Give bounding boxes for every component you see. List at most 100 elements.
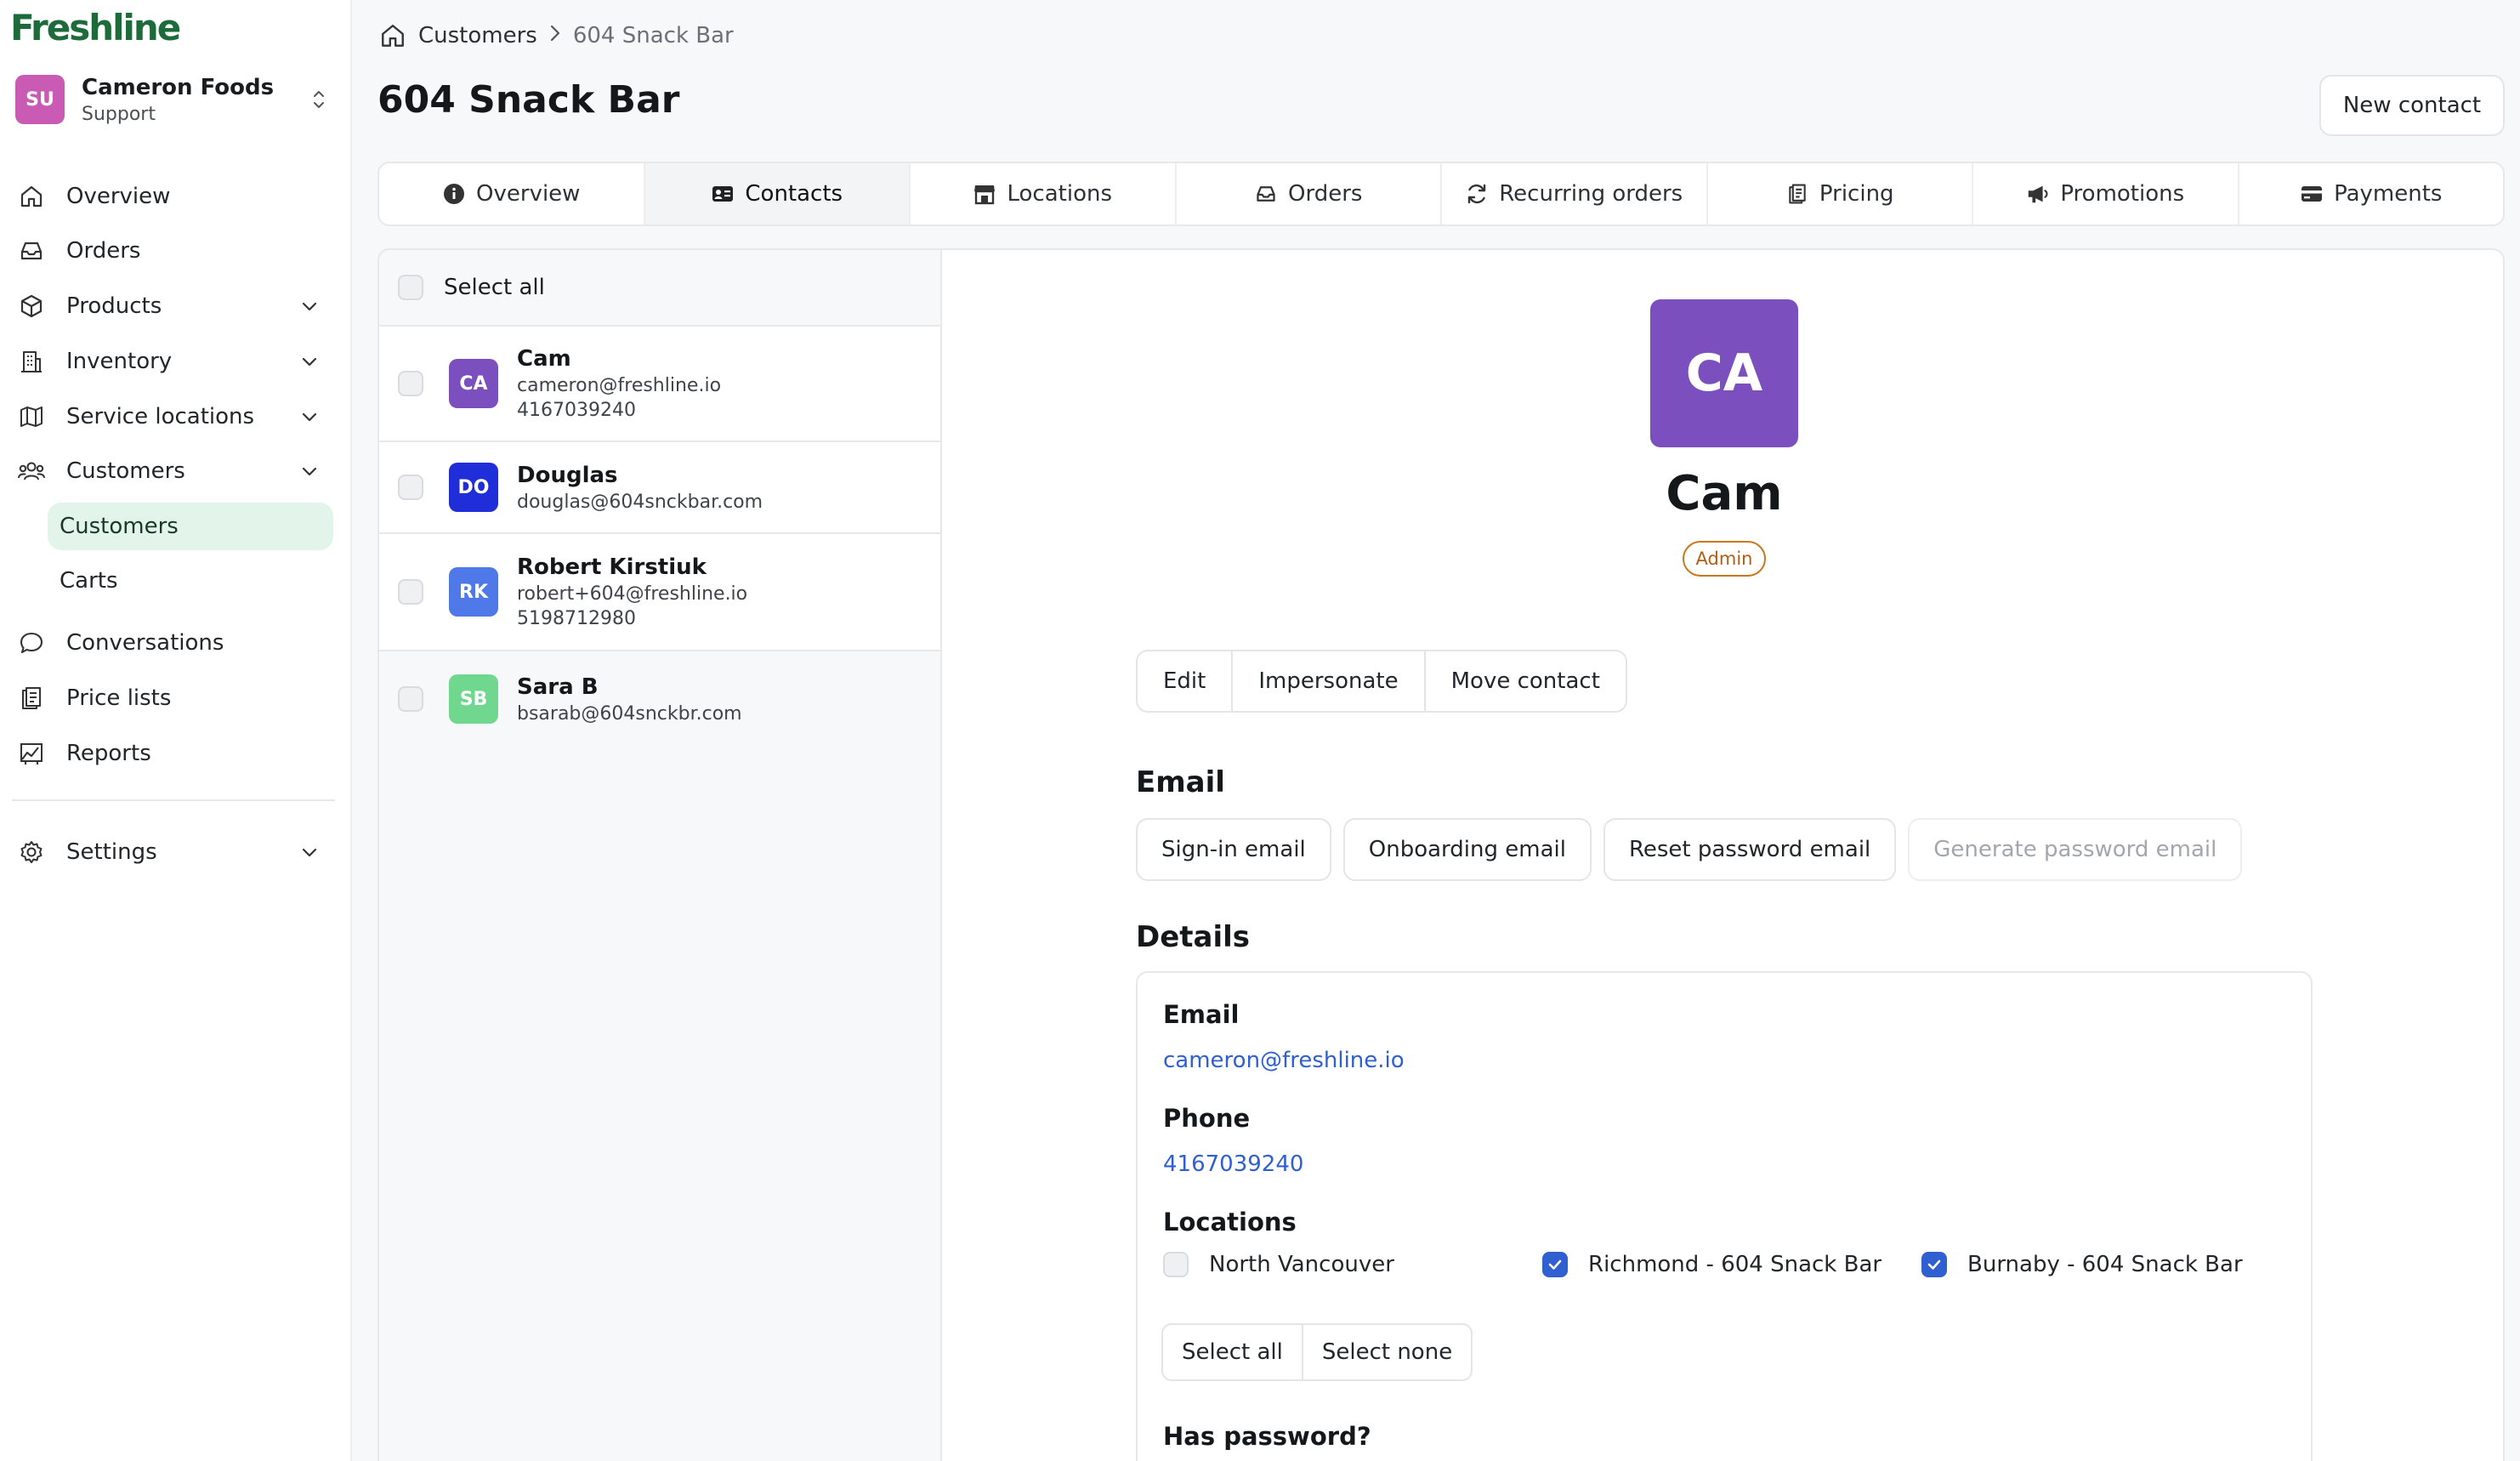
- megaphone-icon: [2026, 182, 2050, 206]
- tab-payments[interactable]: Payments: [2239, 163, 2504, 225]
- tab-promotions-label: Promotions: [2060, 181, 2185, 207]
- sidebar: Freshline SU Cameron Foods Support Overv…: [0, 0, 352, 1461]
- id-card-icon: [711, 182, 735, 206]
- contact-name: Cam: [517, 346, 571, 372]
- page-title: 604 Snack Bar: [377, 78, 680, 122]
- refresh-icon: [1465, 182, 1489, 206]
- nav-customers-label: Customers: [66, 458, 185, 484]
- nav-orders[interactable]: Orders: [12, 226, 335, 276]
- location-checkbox[interactable]: [1921, 1252, 1947, 1277]
- tab-orders[interactable]: Orders: [1177, 163, 1442, 225]
- move-contact-button[interactable]: Move contact: [1450, 668, 1600, 694]
- info-icon: [442, 182, 466, 206]
- nav-settings[interactable]: Settings: [12, 827, 335, 877]
- details-section-heading: Details: [1136, 920, 1251, 954]
- nav-customers[interactable]: Customers: [12, 446, 335, 496]
- sidebar-divider: [12, 799, 335, 801]
- select-all-label: Select all: [444, 275, 545, 300]
- contact-phone: 4167039240: [517, 400, 636, 421]
- contact-checkbox[interactable]: [398, 475, 423, 500]
- tab-locations-label: Locations: [1007, 181, 1112, 207]
- contact-row[interactable]: SB Sara B bsarab@604snckbr.com: [379, 651, 940, 747]
- nav-price-lists[interactable]: Price lists: [12, 674, 335, 723]
- select-all-row[interactable]: Select all: [379, 250, 940, 327]
- contact-email: cameron@freshline.io: [517, 375, 722, 396]
- nav-overview[interactable]: Overview: [12, 172, 335, 221]
- contact-name: Douglas: [517, 462, 618, 488]
- contact-row[interactable]: RK Robert Kirstiuk robert+604@freshline.…: [379, 534, 940, 651]
- chevron-down-icon[interactable]: [292, 400, 326, 434]
- impersonate-button[interactable]: Impersonate: [1233, 651, 1426, 711]
- email-label: Email: [1163, 1000, 1240, 1029]
- checkmark-icon: [1927, 1259, 1941, 1270]
- nav-products[interactable]: Products: [12, 281, 335, 331]
- account-switcher[interactable]: SU Cameron Foods Support: [15, 70, 332, 129]
- new-contact-button[interactable]: New contact: [2319, 75, 2505, 136]
- phone-link[interactable]: 4167039240: [1163, 1151, 1304, 1177]
- contact-checkbox[interactable]: [398, 371, 423, 396]
- generate-password-email-button[interactable]: Generate password email: [1908, 818, 2243, 881]
- tab-payments-label: Payments: [2334, 181, 2443, 207]
- avatar: DO: [449, 463, 498, 512]
- nav-service-locations-label: Service locations: [66, 404, 255, 429]
- nav-reports-label: Reports: [66, 741, 151, 766]
- map-icon: [17, 402, 46, 431]
- chevron-right-icon: [549, 24, 561, 48]
- email-link[interactable]: cameron@freshline.io: [1163, 1048, 1405, 1073]
- select-none-locations-button[interactable]: Select none: [1321, 1339, 1453, 1365]
- onboarding-email-button[interactable]: Onboarding email: [1342, 818, 1592, 881]
- app-logo[interactable]: Freshline: [10, 7, 181, 48]
- contact-avatar: CA: [1650, 299, 1798, 447]
- tab-contacts[interactable]: Contacts: [644, 163, 911, 225]
- avatar: SB: [449, 674, 498, 724]
- location-checkbox[interactable]: [1542, 1252, 1568, 1277]
- nav-price-lists-label: Price lists: [66, 685, 172, 711]
- location-option[interactable]: Richmond - 604 Snack Bar: [1542, 1252, 1881, 1277]
- chevron-down-icon[interactable]: [292, 835, 326, 869]
- edit-button[interactable]: Edit: [1138, 651, 1234, 711]
- contact-email: bsarab@604snckbr.com: [517, 702, 742, 725]
- tab-promotions[interactable]: Promotions: [1973, 163, 2239, 225]
- chevron-up-down-icon: [306, 82, 332, 117]
- checkmark-icon: [1548, 1259, 1562, 1270]
- nav-service-locations[interactable]: Service locations: [12, 392, 335, 441]
- location-option[interactable]: Burnaby - 604 Snack Bar: [1921, 1252, 2243, 1277]
- sign-in-email-button[interactable]: Sign-in email: [1136, 818, 1331, 881]
- contact-checkbox[interactable]: [398, 579, 423, 605]
- select-all-locations-button[interactable]: Select all: [1163, 1325, 1303, 1379]
- tab-pricing[interactable]: Pricing: [1708, 163, 1973, 225]
- nav-conversations-label: Conversations: [66, 630, 224, 656]
- nav-conversations[interactable]: Conversations: [12, 618, 335, 668]
- chevron-down-icon[interactable]: [292, 454, 326, 488]
- nav-carts[interactable]: Carts: [60, 568, 118, 594]
- building-icon: [17, 347, 46, 376]
- nav-inventory-label: Inventory: [66, 349, 173, 374]
- tab-overview-label: Overview: [476, 181, 581, 207]
- contact-row[interactable]: CA Cam cameron@freshline.io 4167039240: [379, 327, 940, 442]
- breadcrumb-customers[interactable]: Customers: [418, 23, 537, 48]
- contact-phone: 5198712980: [517, 608, 636, 629]
- home-icon[interactable]: [379, 21, 408, 50]
- phone-label: Phone: [1163, 1104, 1251, 1133]
- has-password-label: Has password?: [1163, 1422, 1371, 1451]
- tab-orders-label: Orders: [1288, 181, 1363, 207]
- contact-row[interactable]: DO Douglas douglas@604snckbar.com: [379, 442, 940, 534]
- account-role: Support: [82, 103, 156, 125]
- tab-recurring-orders[interactable]: Recurring orders: [1442, 163, 1708, 225]
- tab-locations[interactable]: Locations: [911, 163, 1177, 225]
- select-all-checkbox[interactable]: [398, 275, 423, 300]
- locations-label: Locations: [1163, 1208, 1297, 1236]
- nav-customers-sub[interactable]: Customers: [48, 503, 333, 550]
- nav-reports[interactable]: Reports: [12, 729, 335, 778]
- reset-password-email-button[interactable]: Reset password email: [1603, 818, 1897, 881]
- location-select-actions: Select all Select none: [1161, 1323, 1473, 1381]
- tab-overview[interactable]: Overview: [379, 163, 645, 225]
- location-checkbox[interactable]: [1163, 1252, 1189, 1277]
- nav-inventory[interactable]: Inventory: [12, 337, 335, 386]
- chevron-down-icon[interactable]: [292, 289, 326, 323]
- contact-checkbox[interactable]: [398, 686, 423, 712]
- location-option[interactable]: North Vancouver: [1163, 1252, 1394, 1277]
- avatar: RK: [449, 567, 498, 617]
- breadcrumb-current: 604 Snack Bar: [572, 23, 734, 48]
- chevron-down-icon[interactable]: [292, 344, 326, 378]
